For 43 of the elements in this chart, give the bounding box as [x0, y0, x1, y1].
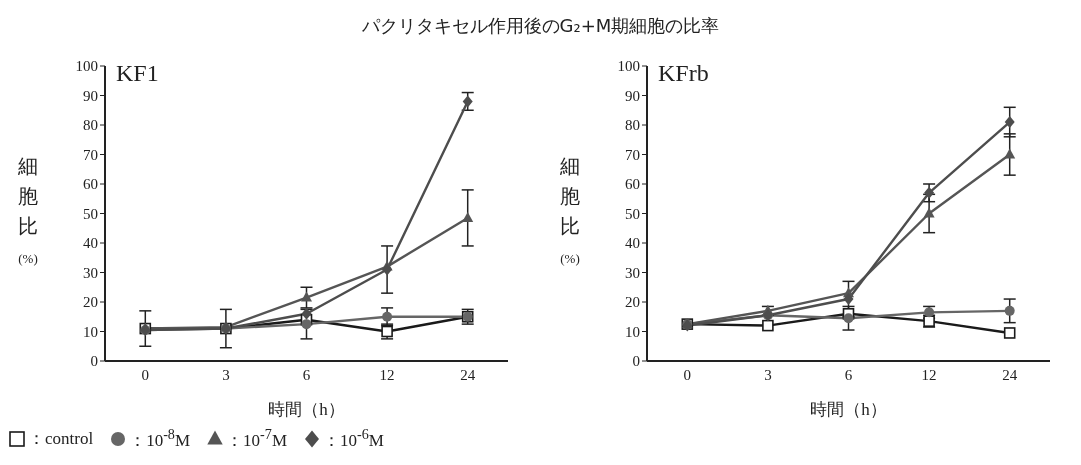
y-tick-label: 40: [83, 235, 98, 252]
y-tick-label: 80: [83, 117, 98, 134]
y-tick-label: 60: [83, 176, 98, 193]
legend-label: ：10$^{-6}$M: [323, 426, 384, 452]
chart-title: パクリタキセル作用後のG₂+M期細胞の比率: [360, 14, 721, 38]
x-axis-title: 時間（h）: [809, 399, 888, 421]
x-tick-label: 12: [921, 366, 937, 383]
x-tick-label: 24: [460, 366, 476, 383]
y-tick-label: 30: [83, 264, 98, 281]
y-tick-label: 60: [625, 176, 640, 193]
y-tick-label: 90: [83, 87, 98, 104]
x-tick-label: 3: [764, 366, 772, 383]
legend-label: ：control: [28, 428, 94, 451]
y-tick-label: 40: [625, 235, 640, 252]
y-tick-label: 20: [625, 294, 640, 311]
y-axis-title: 細胞比(%): [559, 154, 581, 268]
y-tick-label: 100: [75, 58, 98, 75]
legend-label: ：10$^{-7}$M: [226, 426, 287, 452]
y-tick-label: 50: [83, 205, 98, 222]
x-tick-label: 24: [1002, 366, 1018, 383]
y-tick-label: 0: [632, 353, 640, 370]
y-tick-label: 50: [625, 205, 640, 222]
y-tick-label: 0: [90, 353, 98, 370]
x-tick-label: 6: [302, 366, 311, 383]
x-tick-label: 3: [222, 366, 230, 383]
x-tick-label: 6: [844, 366, 853, 383]
y-tick-label: 10: [625, 323, 640, 340]
annotation: KF1: [116, 60, 159, 87]
legend-label: ：10$^{-8}$M: [129, 426, 191, 452]
y-tick-label: 70: [625, 146, 640, 163]
y-tick-label: 20: [83, 294, 98, 311]
y-axis-title: 細胞比(%): [17, 154, 39, 268]
y-tick-label: 100: [617, 58, 640, 75]
x-axis-title: 時間（h）: [267, 399, 346, 421]
y-tick-label: 70: [83, 146, 98, 163]
x-tick-label: 0: [683, 366, 692, 383]
y-tick-label: 90: [625, 87, 640, 104]
y-tick-label: 80: [625, 117, 640, 134]
x-tick-label: 12: [379, 366, 395, 383]
y-tick-label: 10: [83, 323, 98, 340]
x-tick-label: 0: [141, 366, 150, 383]
y-tick-label: 30: [625, 264, 640, 281]
annotation: KFrb: [658, 60, 709, 87]
